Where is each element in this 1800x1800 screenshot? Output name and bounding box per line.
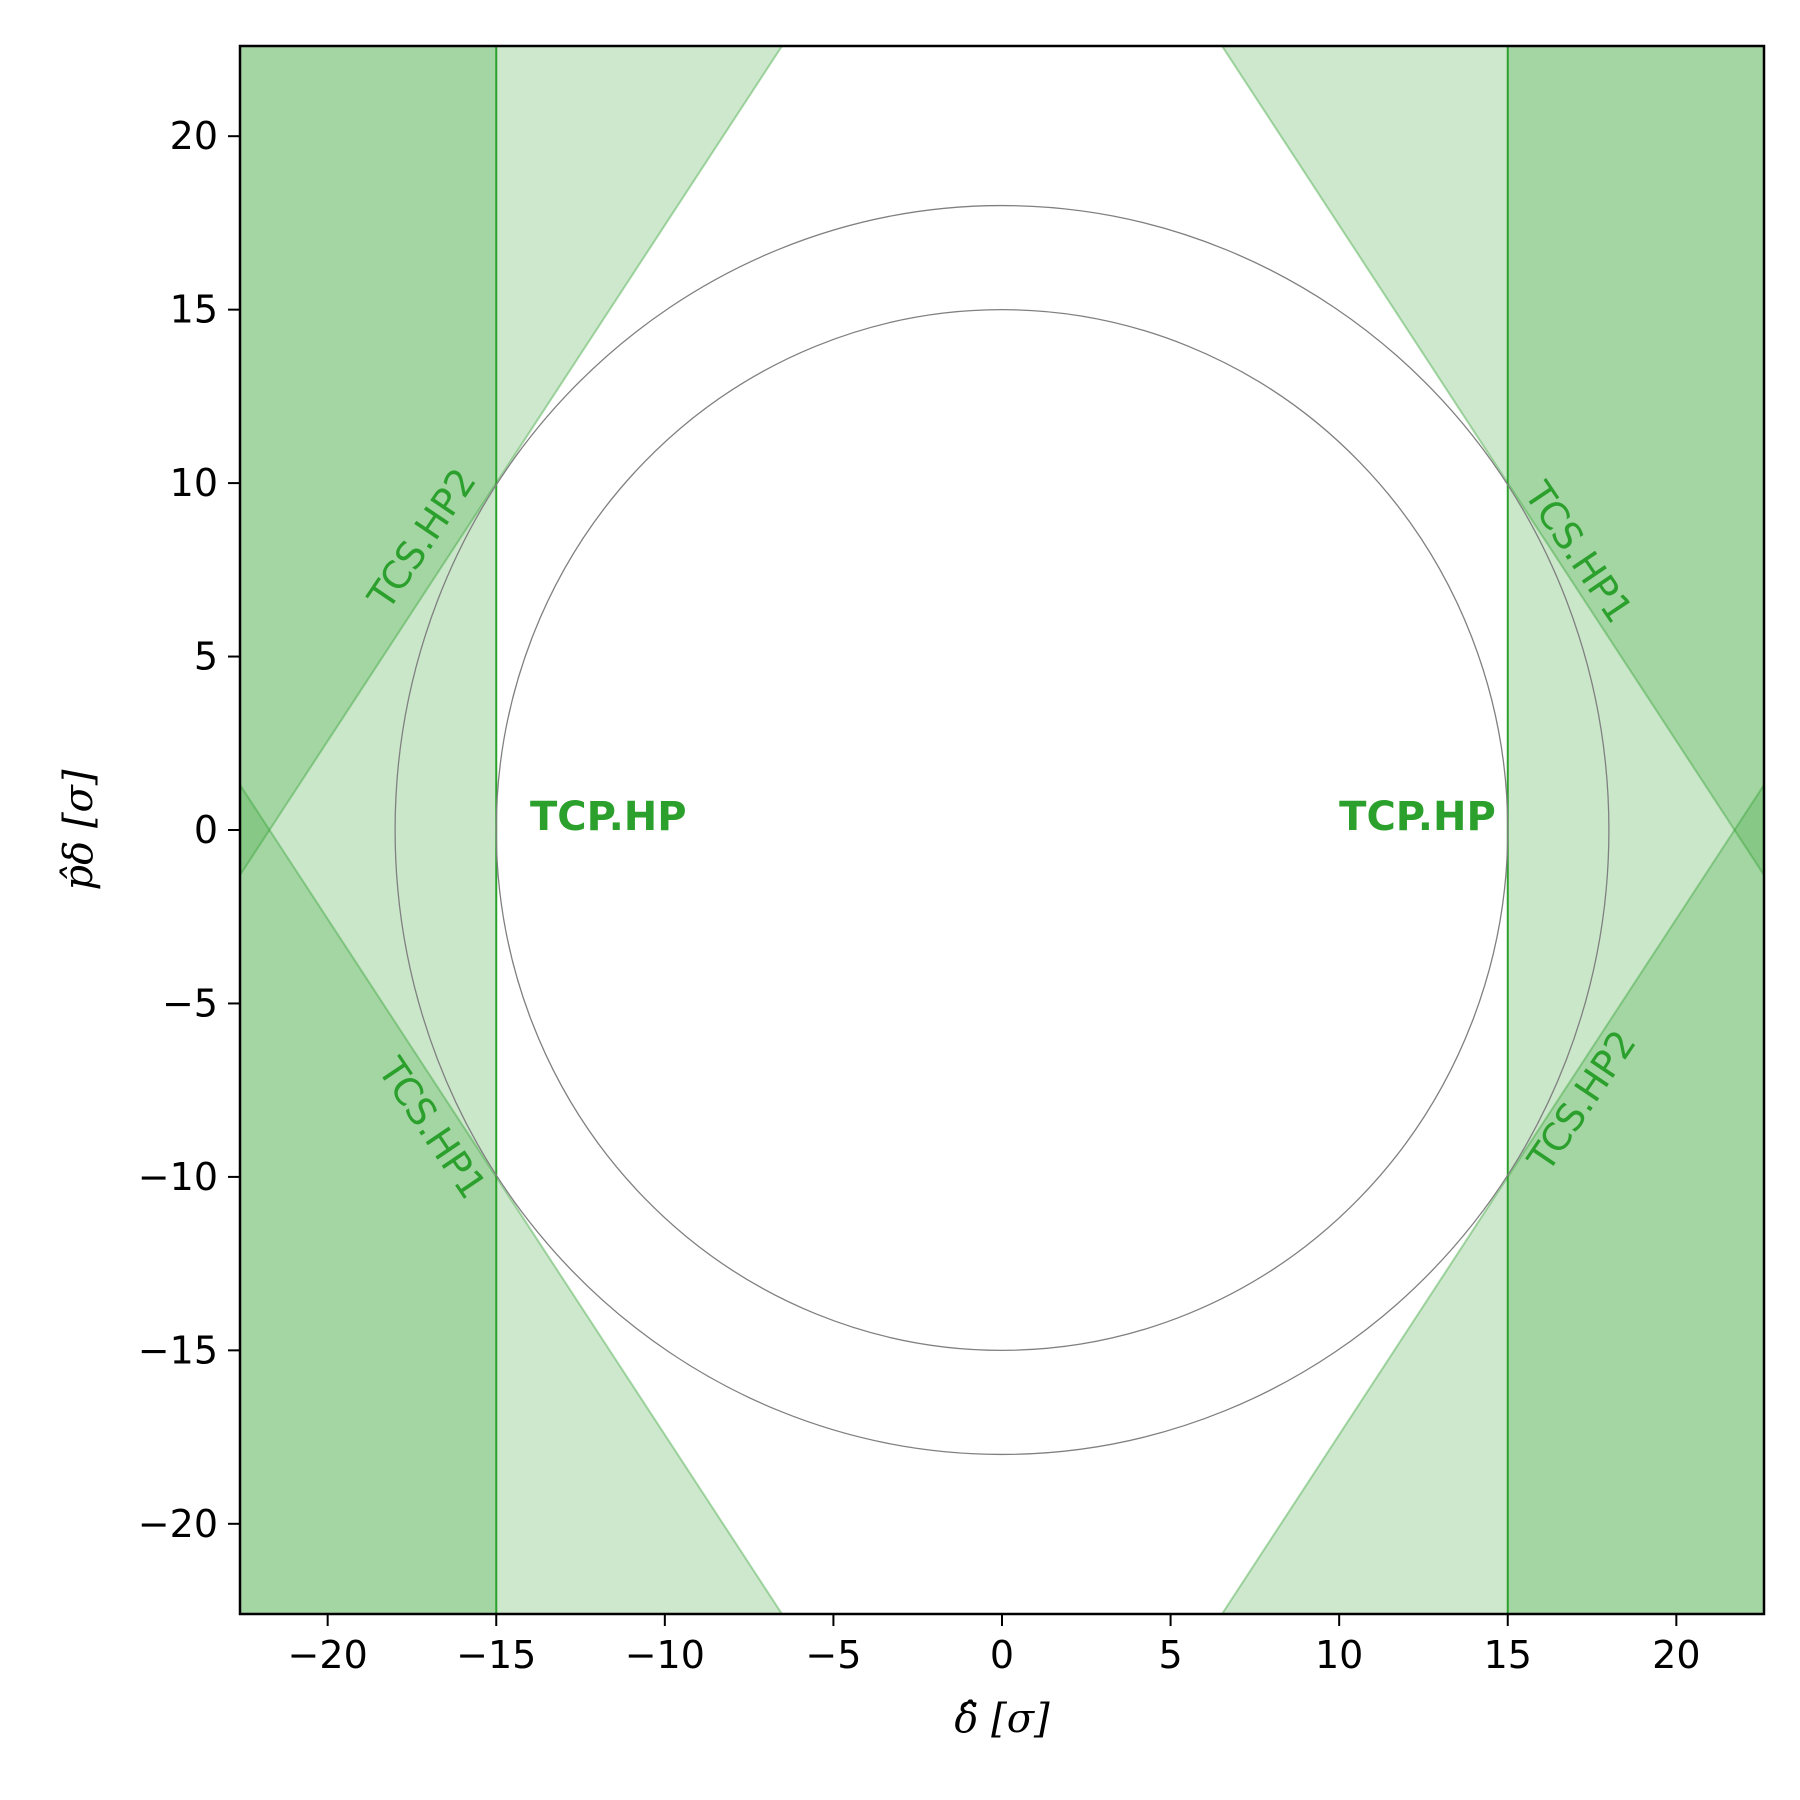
x-tick-label-5: 5 <box>1158 1633 1182 1677</box>
y-axis: −20 −15 −10 −5 0 5 10 15 20 <box>138 114 240 1546</box>
x-tick-label-6: 10 <box>1315 1633 1363 1677</box>
x-tick-label-1: −15 <box>456 1633 536 1677</box>
y-tick-label-7: 15 <box>170 288 218 332</box>
x-tick-label-2: −10 <box>625 1633 705 1677</box>
collimator-fill-0-0 <box>1507 46 1764 1614</box>
x-tick-label-3: −5 <box>805 1633 861 1677</box>
annotation-label-0: TCP.HP <box>530 794 687 840</box>
x-tick-label-0: −20 <box>288 1633 368 1677</box>
x-axis: −20 −15 −10 −5 0 5 10 15 20 <box>288 1614 1701 1677</box>
y-tick-label-3: −5 <box>162 981 218 1025</box>
beam-circles <box>394 204 1610 1456</box>
y-tick-label-8: 20 <box>170 114 218 158</box>
x-tick-label-8: 20 <box>1652 1633 1700 1677</box>
x-axis-label: δ̂ [σ] <box>954 1696 1050 1742</box>
y-tick-label-6: 10 <box>170 461 218 505</box>
collimator-fill-0-1 <box>240 46 497 1614</box>
annotation-label-1: TCP.HP <box>1339 794 1496 840</box>
beam-circle-1 <box>394 204 1610 1456</box>
y-tick-label-0: −20 <box>138 1502 218 1546</box>
x-tick-label-7: 15 <box>1484 1633 1532 1677</box>
beam-circle-0 <box>495 308 1509 1352</box>
y-tick-label-5: 5 <box>194 635 218 679</box>
y-tick-label-1: −15 <box>138 1328 218 1372</box>
y-axis-label: p̂δ [σ] <box>56 769 102 890</box>
y-tick-label-2: −10 <box>138 1155 218 1199</box>
y-tick-label-4: 0 <box>194 808 218 852</box>
x-tick-label-4: 0 <box>990 1633 1014 1677</box>
